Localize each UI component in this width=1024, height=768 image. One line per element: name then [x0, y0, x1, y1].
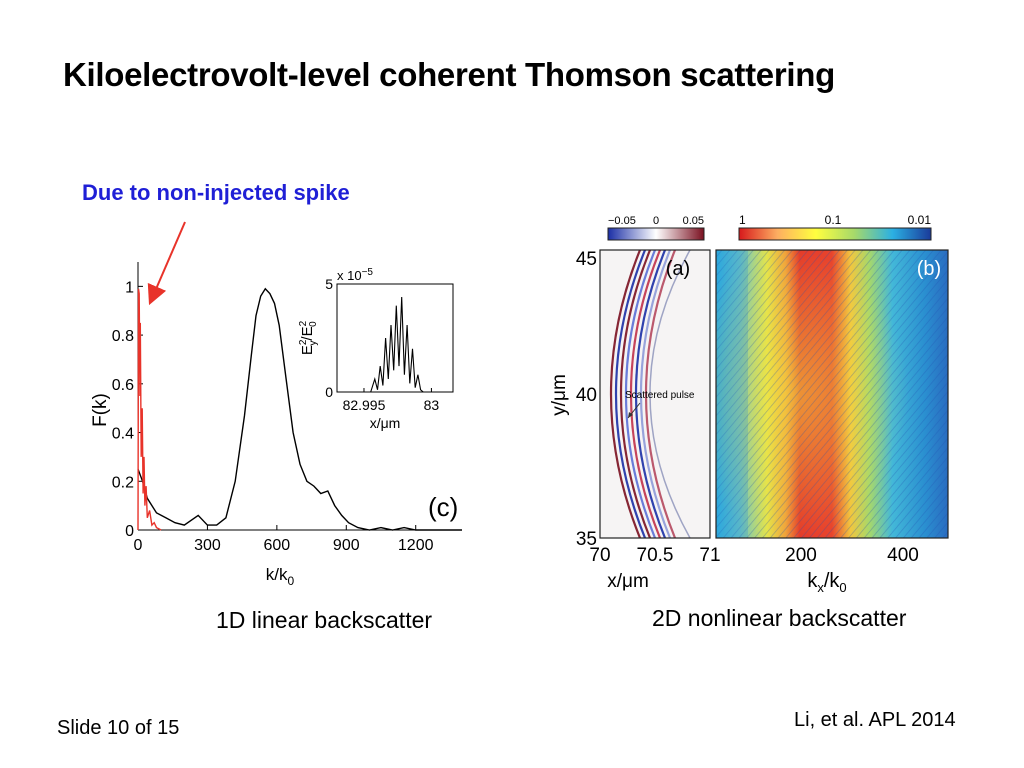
x-tick-label-b: 400: [887, 545, 919, 566]
panel-label-a: (a): [666, 258, 690, 280]
pulse-fringe: [609, 250, 642, 538]
colorbar-b: [738, 227, 932, 241]
x-axis-label-b: kx/k0: [807, 570, 846, 595]
x-tick-label-b: 200: [785, 545, 817, 566]
heatmap-panel-b: (b): [715, 249, 949, 539]
scattered-pulse-label: Scattered pulse: [625, 390, 695, 401]
y-axis-label-2d: y/μm: [549, 374, 570, 416]
line-chart-1d: 0 300 600 900 1200 0 0.2 0.4 0.6 0.8 1 0 5 82.995 83 x…: [90, 262, 462, 588]
pulse-fringe: [639, 250, 672, 538]
y-tick-label-2d: 35: [576, 529, 597, 550]
colorbar-b-tick-label: 0.1: [825, 213, 842, 227]
x-axis-label-a: x/μm: [607, 571, 649, 592]
y-tick-label: 0.4: [112, 426, 134, 443]
colorbar-b-tick-label: 0.01: [908, 213, 932, 227]
chart-ticks: 0 300 600 900 1200 0 0.2 0.4 0.6 0.8 1: [112, 279, 434, 554]
y-tick-label: 0.2: [112, 474, 134, 491]
caption-2d: 2D nonlinear backscatter: [652, 605, 907, 631]
citation: Li, et al. APL 2014: [794, 709, 956, 731]
slide-number: Slide 10 of 15: [57, 717, 180, 739]
pulse-front: [649, 250, 691, 538]
y-tick-label-2d: 40: [576, 385, 597, 406]
y-tick-label: 0: [125, 523, 134, 540]
pulse-fringe: [644, 250, 677, 538]
chart-series: [137, 287, 462, 531]
colorbar-b-tick-label: 1: [739, 213, 746, 227]
colorbar-a-tick-label: 0.05: [683, 215, 704, 227]
x-tick-label: 900: [333, 537, 360, 554]
pulse-fringe: [619, 250, 652, 538]
pulse-fringe: [634, 250, 667, 538]
inset-series-line: [337, 296, 453, 393]
x-axis-label: k/k0: [266, 565, 295, 588]
x-tick-label: 600: [264, 537, 291, 554]
chart-inset: 0 5 82.995 83 x/μm x 10−5 E2y/E20: [298, 267, 454, 431]
caption-1d: 1D linear backscatter: [216, 607, 433, 633]
x-tick-label: 0: [134, 537, 143, 554]
inset-x-tick-label: 82.995: [343, 397, 386, 413]
colorbar-b-ticks: 1 0.1 0.01: [739, 213, 931, 227]
series-line-0: [137, 287, 462, 531]
colorbar-a-ticks: −0.05 0 0.05: [608, 215, 704, 227]
inset-y-tick-label: 5: [325, 276, 333, 292]
pulse-fringe: [614, 250, 647, 538]
colorbar-a-tick-label: 0: [653, 215, 659, 227]
x-tick-label-a: 71: [699, 545, 720, 566]
annotation-arrow: [147, 221, 186, 306]
pulse-fringe: [624, 250, 657, 538]
pulse-fringe: [629, 250, 662, 538]
x-tick-label: 1200: [398, 537, 434, 554]
x-tick-label-a: 70.5: [637, 545, 674, 566]
slide-title: Kiloelectrovolt-level coherent Thomson s…: [63, 56, 835, 93]
heatmap-panel-a: (a) Scattered pulse: [599, 249, 711, 539]
series-line-1: [137, 288, 162, 531]
inset-x-tick-label: 83: [424, 397, 440, 413]
scattered-pulse-fringes: [609, 250, 691, 538]
y-tick-label-2d: 45: [576, 249, 597, 270]
heatmap-panels-2d: −0.05 0 0.05 1 0.1 0.01 (a) Scattered pulse …: [549, 213, 949, 595]
y-tick-label: 0.6: [112, 377, 134, 394]
inset-x-label: x/μm: [370, 415, 401, 431]
y-tick-label: 1: [125, 279, 134, 296]
annotation-label: Due to non-injected spike: [82, 180, 350, 205]
y-tick-label: 0.8: [112, 328, 134, 345]
panel-label-b: (b): [917, 258, 941, 280]
scattered-pulse-arrowhead: [628, 412, 633, 418]
inset-y-tick-label: 0: [325, 384, 333, 400]
panel-label-c: (c): [428, 492, 458, 522]
heatmap-ticks: 35 40 45 70 70.5 71 200 400: [576, 249, 919, 566]
inset-y-label: E2y/E20: [298, 320, 319, 355]
x-tick-label: 300: [194, 537, 221, 554]
x-tick-label-a: 70: [589, 545, 610, 566]
y-axis-label: F(k): [90, 393, 111, 427]
colorbar-a-tick-label: −0.05: [608, 215, 636, 227]
inset-exponent: x 10−5: [337, 267, 373, 283]
colorbar-a: [607, 227, 705, 241]
